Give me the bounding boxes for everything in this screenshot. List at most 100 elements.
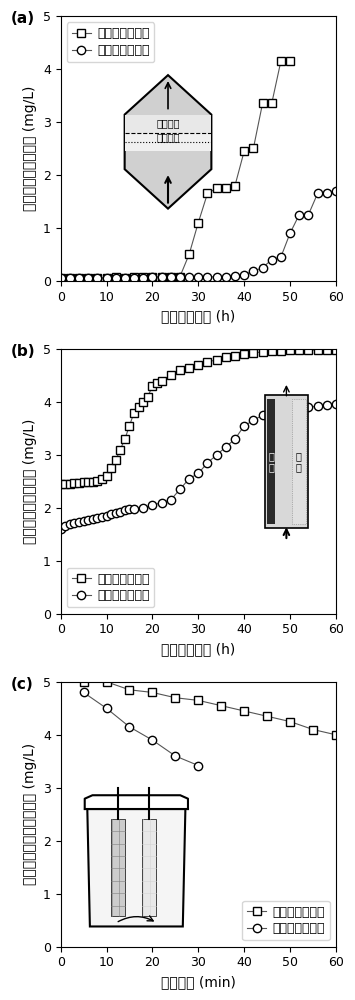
Line: 石墨烯海绵电极: 石墨烯海绵电极 — [56, 346, 340, 488]
石墨化碳毡电极 — [242, 269, 246, 281]
石墨化碳毡电极 — [81, 515, 86, 527]
Y-axis label: 出水中总铬离子浓度 (mg/L): 出水中总铬离子浓度 (mg/L) — [23, 419, 37, 544]
石墨化碳毡电极 — [150, 734, 154, 746]
石墨烯海绵电极 — [242, 145, 246, 157]
石墨化碳毡电极 — [334, 185, 338, 197]
石墨烯海绵电极 — [261, 97, 265, 109]
石墨烯海绵电极 — [242, 348, 246, 360]
石墨化碳毡电极 — [59, 523, 63, 535]
石墨烯海绵电极 — [219, 700, 223, 712]
石墨烯海绵电极 — [146, 391, 150, 403]
石墨化碳毡电极 — [279, 251, 283, 263]
石墨烯海绵电极 — [178, 364, 182, 376]
石墨烯海绵电极 — [233, 180, 237, 192]
石墨烯海绵电极 — [104, 676, 109, 688]
石墨化碳毡电极 — [224, 441, 228, 453]
石墨烯海绵电极 — [196, 217, 201, 229]
石墨烯海绵电极 — [196, 359, 201, 371]
石墨烯海绵电极 — [127, 420, 132, 432]
石墨化碳毡电极 — [261, 262, 265, 274]
石墨化碳毡电极 — [123, 504, 127, 516]
X-axis label: 运行时间 (min): 运行时间 (min) — [161, 975, 236, 989]
石墨化碳毡电极 — [316, 400, 320, 412]
Line: 石墨化碳毡电极: 石墨化碳毡电极 — [80, 688, 202, 770]
Legend: 石墨烯海绵电极, 石墨化碳毡电极: 石墨烯海绵电极, 石墨化碳毡电极 — [242, 901, 330, 940]
石墨化碳毡电极 — [224, 271, 228, 283]
石墨烯海绵电极 — [132, 407, 136, 419]
石墨化碳毡电极 — [187, 473, 191, 485]
石墨烯海绵电极 — [141, 271, 145, 283]
石墨化碳毡电极 — [334, 398, 338, 410]
石墨化碳毡电极 — [242, 420, 246, 432]
石墨化碳毡电极 — [214, 449, 219, 461]
石墨化碳毡电极 — [104, 510, 109, 522]
石墨化碳毡电极 — [251, 414, 256, 426]
石墨烯海绵电极 — [81, 476, 86, 488]
石墨化碳毡电极 — [72, 517, 77, 529]
石墨化碳毡电极 — [159, 497, 164, 509]
石墨化碳毡电极 — [178, 271, 182, 283]
Y-axis label: 出水中总铬离子浓度 (mg/L): 出水中总铬离子浓度 (mg/L) — [23, 86, 37, 211]
石墨化碳毡电极 — [306, 209, 311, 221]
石墨烯海绵电极 — [150, 271, 154, 283]
石墨化碳毡电极 — [196, 760, 201, 772]
石墨烯海绵电极 — [279, 345, 283, 357]
石墨烯海绵电极 — [316, 344, 320, 356]
石墨烯海绵电极 — [224, 351, 228, 363]
石墨化碳毡电极 — [141, 272, 145, 284]
石墨烯海绵电极 — [214, 354, 219, 366]
石墨化碳毡电极 — [159, 271, 164, 283]
石墨化碳毡电极 — [141, 502, 145, 514]
石墨烯海绵电极 — [68, 478, 72, 490]
石墨化碳毡电极 — [100, 511, 104, 523]
石墨化碳毡电极 — [324, 187, 329, 199]
Line: 石墨化碳毡电极: 石墨化碳毡电极 — [56, 187, 340, 282]
石墨化碳毡电极 — [68, 518, 72, 530]
石墨烯海绵电极 — [288, 55, 292, 67]
石墨化碳毡电极 — [150, 499, 154, 511]
石墨烯海绵电极 — [150, 380, 154, 392]
石墨烯海绵电极 — [155, 377, 159, 389]
石墨烯海绵电极 — [132, 271, 136, 283]
石墨烯海绵电极 — [141, 396, 145, 408]
石墨烯海绵电极 — [81, 676, 86, 688]
石墨烯海绵电极 — [150, 686, 154, 698]
石墨烯海绵电极 — [311, 724, 315, 736]
石墨烯海绵电极 — [169, 369, 173, 381]
石墨化碳毡电极 — [279, 405, 283, 417]
石墨烯海绵电极 — [288, 344, 292, 356]
石墨烯海绵电极 — [187, 362, 191, 374]
石墨烯海绵电极 — [279, 55, 283, 67]
石墨化碳毡电极 — [205, 457, 209, 469]
石墨化碳毡电极 — [132, 272, 136, 284]
石墨化碳毡电极 — [123, 272, 127, 284]
Text: (b): (b) — [11, 344, 36, 359]
石墨化碳毡电极 — [132, 503, 136, 515]
石墨烯海绵电极 — [265, 710, 269, 722]
石墨化碳毡电极 — [251, 265, 256, 277]
石墨化碳毡电极 — [118, 506, 122, 518]
石墨烯海绵电极 — [288, 716, 292, 728]
Line: 石墨化碳毡电极: 石墨化碳毡电极 — [56, 399, 340, 533]
石墨化碳毡电极 — [196, 271, 201, 283]
石墨烯海绵电极 — [214, 182, 219, 194]
石墨化碳毡电极 — [68, 272, 72, 284]
石墨烯海绵电极 — [63, 478, 67, 490]
石墨烯海绵电极 — [123, 433, 127, 445]
石墨化碳毡电极 — [114, 272, 118, 284]
石墨化碳毡电极 — [297, 402, 301, 414]
石墨化碳毡电极 — [169, 494, 173, 506]
石墨化碳毡电极 — [324, 399, 329, 411]
石墨化碳毡电极 — [77, 516, 81, 528]
Line: 石墨烯海绵电极: 石墨烯海绵电极 — [80, 678, 340, 739]
石墨烯海绵电极 — [86, 476, 90, 488]
Line: 石墨烯海绵电极: 石墨烯海绵电极 — [56, 57, 294, 282]
石墨烯海绵电极 — [95, 475, 99, 487]
石墨化碳毡电极 — [187, 271, 191, 283]
Text: (c): (c) — [11, 677, 34, 692]
石墨烯海绵电极 — [242, 705, 246, 717]
Y-axis label: 反应装置中总铬离子浓度 (mg/L): 反应装置中总铬离子浓度 (mg/L) — [23, 743, 37, 885]
石墨烯海绵电极 — [104, 470, 109, 482]
Legend: 石墨烯海绵电极, 石墨化碳毡电极: 石墨烯海绵电极, 石墨化碳毡电极 — [67, 22, 154, 62]
石墨烯海绵电极 — [159, 375, 164, 387]
